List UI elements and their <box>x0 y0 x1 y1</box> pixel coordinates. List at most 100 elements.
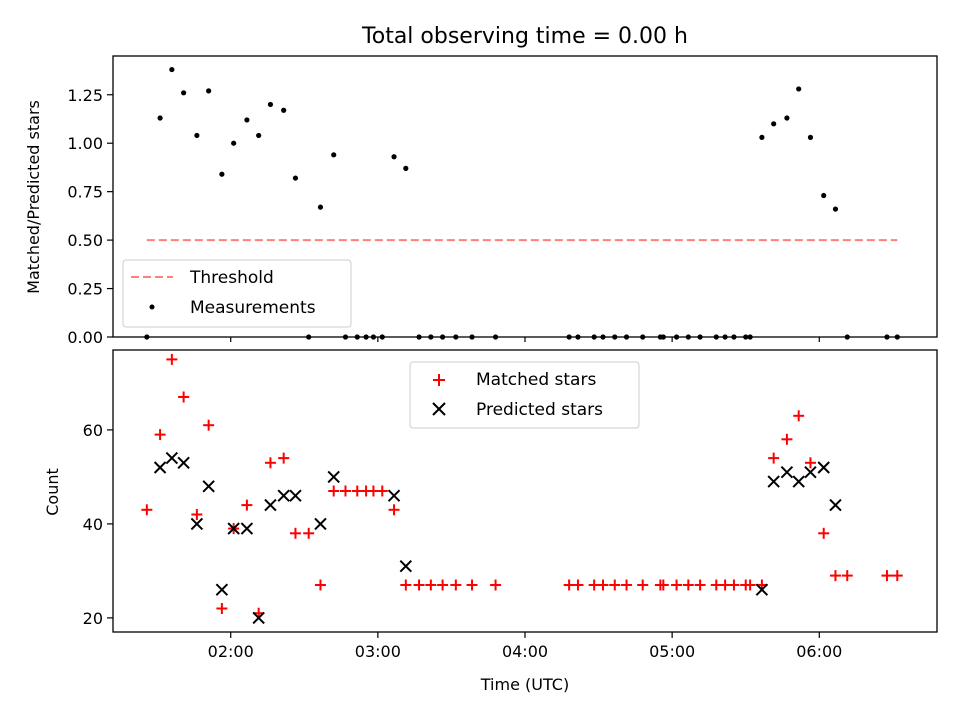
bottom-panel: 20 40 60 02:00 03:00 04:00 05:00 06:00 Count T… <box>43 349 938 694</box>
matched-star-point <box>339 485 351 497</box>
measurement-point <box>821 192 827 199</box>
predicted-star-point <box>177 456 190 470</box>
matched-star-point <box>597 579 609 591</box>
matched-star-point <box>621 579 633 591</box>
matched-star-point <box>437 579 449 591</box>
predicted-star-point <box>767 475 780 488</box>
top-y-ticks: 0.00 0.25 0.50 0.75 1.00 1.25 <box>67 86 113 347</box>
predicted-star-point <box>829 498 842 512</box>
matched-star-point <box>388 504 400 516</box>
matched-star-point <box>637 579 649 591</box>
matched-star-point <box>490 579 502 591</box>
x-tick-label: 02:00 <box>208 642 254 661</box>
top-y-tick-label: 0.00 <box>67 328 103 347</box>
top-y-tick-label: 1.00 <box>67 134 103 153</box>
measurement-point <box>796 86 802 92</box>
matched-star-point <box>881 570 893 582</box>
measurement-point <box>194 132 200 139</box>
bottom-legend-box <box>409 361 640 429</box>
predicted-star-point <box>314 517 327 531</box>
predicted-star-point <box>327 470 340 484</box>
measurement-point <box>807 134 814 140</box>
matched-star-point <box>609 579 621 591</box>
matched-star-point <box>289 527 301 539</box>
top-legend: Threshold Measurements <box>122 259 352 328</box>
matched-star-point <box>768 452 780 464</box>
matched-star-point <box>400 579 412 591</box>
top-y-tick-label: 1.25 <box>67 86 103 105</box>
top-panel: 0.00 0.25 0.50 0.75 1.00 1.25 Matched/Predict… <box>24 55 938 347</box>
measurement-point <box>219 171 225 177</box>
matched-star-point <box>216 603 228 614</box>
bottom-y-tick-label: 60 <box>83 421 103 440</box>
x-tick-label: 05:00 <box>649 642 695 661</box>
matched-star-point <box>818 527 830 539</box>
matched-star-point <box>166 353 178 365</box>
measurement-point <box>759 134 765 140</box>
top-y-tick-label: 0.75 <box>67 183 103 202</box>
bottom-y-tick-label: 40 <box>83 515 103 534</box>
measurement-point <box>206 88 212 94</box>
matched-star-point <box>657 579 669 591</box>
predicted-star-point <box>755 583 769 596</box>
matched-star-point <box>328 485 340 497</box>
matched-star-point <box>314 579 326 591</box>
predicted-star-point <box>817 461 830 474</box>
bottom-marks <box>141 353 903 625</box>
measurement-point <box>281 107 287 113</box>
predicted-star-point <box>252 611 265 625</box>
matched-legend-label: Matched stars <box>476 370 596 390</box>
predicted-star-point <box>227 522 240 535</box>
measurement-point <box>331 152 337 158</box>
matched-star-point <box>744 579 756 591</box>
matched-star-point <box>841 570 853 582</box>
matched-star-point <box>141 504 153 516</box>
measurement-point <box>292 175 299 181</box>
bottom-x-ticks: 02:00 03:00 04:00 05:00 06:00 <box>208 632 842 661</box>
threshold-legend-label: Threshold <box>189 268 274 288</box>
x-tick-label: 06:00 <box>796 642 842 661</box>
matched-star-point <box>793 410 805 422</box>
matched-star-point <box>891 570 903 582</box>
matched-star-point <box>829 570 841 582</box>
predicted-star-point <box>153 461 167 474</box>
predicted-star-point <box>190 517 204 531</box>
predicted-star-point <box>289 489 302 502</box>
top-y-axis-label: Matched/Predicted stars <box>24 100 43 294</box>
top-y-tick-label: 0.25 <box>67 280 103 299</box>
bottom-y-axis-label: Count <box>43 468 62 516</box>
matched-star-point <box>191 509 203 520</box>
measurement-point <box>256 132 262 139</box>
measurements-legend-marker <box>149 304 155 310</box>
measurement-point <box>181 90 187 96</box>
bottom-y-ticks: 20 40 60 <box>83 421 113 628</box>
predicted-star-point <box>399 559 413 573</box>
bottom-y-tick-label: 20 <box>83 609 103 628</box>
matched-star-point <box>572 579 584 591</box>
measurement-point <box>832 206 839 212</box>
predicted-star-point <box>277 489 290 502</box>
measurement-point <box>157 115 163 121</box>
chart-title: Total observing time = 0.00 h <box>361 24 688 49</box>
measurement-point <box>403 165 409 171</box>
bottom-legend: Matched stars Predicted stars <box>409 361 640 429</box>
matched-star-point <box>671 579 683 591</box>
matched-star-point <box>303 527 315 539</box>
measurement-point <box>784 115 790 121</box>
matched-star-point <box>425 579 437 591</box>
x-tick-label: 03:00 <box>355 642 401 661</box>
predicted-legend-marker <box>432 402 446 416</box>
matched-star-point <box>376 485 388 497</box>
predicted-star-point <box>202 480 215 493</box>
predicted-star-point <box>804 465 817 479</box>
matched-star-point <box>154 429 166 441</box>
matched-star-point <box>413 579 425 591</box>
matched-star-point <box>804 457 816 469</box>
top-x-ticks <box>230 337 820 342</box>
matched-star-point <box>781 433 793 445</box>
matched-legend-marker <box>433 374 445 386</box>
matched-star-point <box>241 499 253 511</box>
predicted-star-point <box>215 583 229 596</box>
measurement-point <box>267 101 274 108</box>
